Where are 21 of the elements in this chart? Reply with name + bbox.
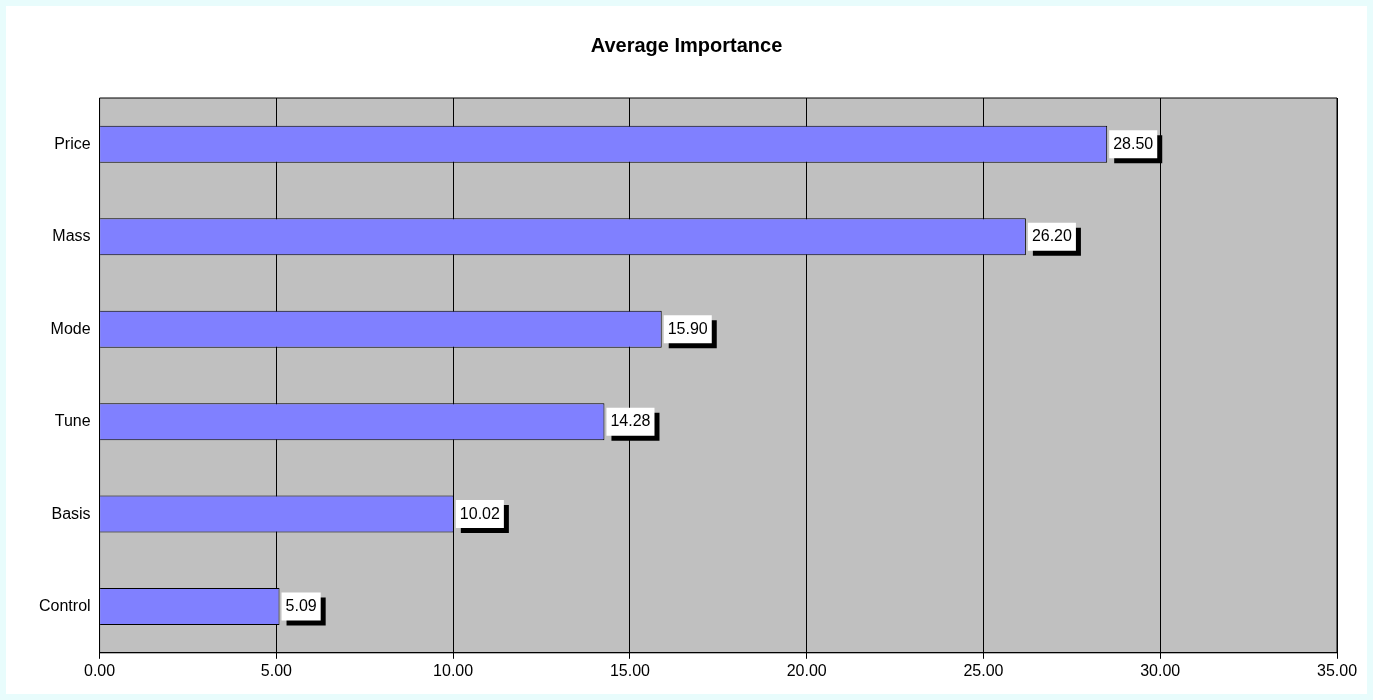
data-label: 14.28	[610, 412, 651, 430]
y-tick-label: Mode	[50, 319, 91, 337]
x-tick-label: 10.00	[433, 661, 474, 679]
x-tick-label: 30.00	[1140, 661, 1181, 679]
y-tick-label: Tune	[54, 412, 91, 430]
y-tick-label: Control	[39, 596, 91, 614]
x-tick-label: 5.00	[260, 661, 293, 679]
x-tick-label: 35.00	[1316, 661, 1358, 679]
chart-title: Average Importance	[590, 33, 783, 56]
x-tick-label: 25.00	[963, 661, 1004, 679]
y-tick-label: Basis	[51, 504, 91, 522]
data-label: 28.50	[1113, 134, 1154, 152]
data-label: 10.02	[459, 504, 500, 522]
x-tick-label: 0.00	[84, 661, 116, 679]
y-tick-label: Price	[54, 134, 91, 152]
x-tick-label: 20.00	[786, 661, 827, 679]
x-tick-label: 15.00	[609, 661, 651, 679]
data-label: 5.09	[285, 596, 317, 614]
data-label: 26.20	[1031, 227, 1073, 245]
y-tick-label: Mass	[52, 227, 91, 245]
data-label: 15.90	[667, 319, 708, 337]
